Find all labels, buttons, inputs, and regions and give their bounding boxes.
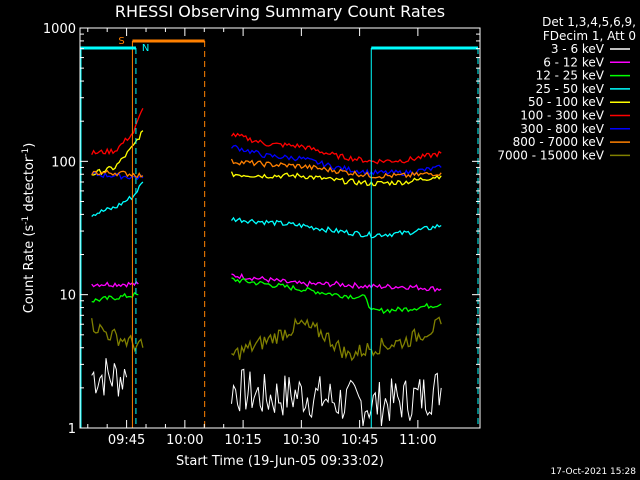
- series-line: [231, 144, 442, 177]
- legend-label: 3 - 6 keV: [551, 42, 605, 56]
- series-line: [231, 368, 442, 427]
- legend-label: 25 - 50 keV: [536, 82, 605, 96]
- legend-label: 6 - 12 keV: [543, 55, 605, 69]
- plot-frame: [79, 27, 481, 429]
- series-lines: [91, 108, 442, 427]
- y-axis-label-sup: -1: [21, 216, 31, 225]
- legend: Det 1,3,4,5,6,9, FDecim 1, Att 0 3 - 6 k…: [497, 15, 636, 162]
- series-line: [230, 158, 442, 179]
- x-tick-label: 11:00: [399, 433, 436, 448]
- series-line: [230, 216, 442, 239]
- legend-label: 100 - 300 keV: [520, 109, 604, 123]
- series-line: [230, 171, 442, 187]
- flag-markers: SN: [80, 36, 479, 428]
- x-tick-label: 10:00: [166, 433, 203, 448]
- series-line: [91, 181, 144, 217]
- series-line: [91, 108, 144, 156]
- x-tick-label: 09:45: [108, 433, 145, 448]
- legend-label: 12 - 25 keV: [536, 69, 605, 83]
- series-line: [231, 277, 442, 315]
- series-line: [230, 132, 442, 165]
- y-tick-label: 10: [59, 289, 76, 304]
- legend-header-line: FDecim 1, Att 0: [543, 29, 636, 43]
- y-axis-label: Count Rate (s-1 detector-1): [21, 143, 37, 314]
- series-line: [91, 280, 139, 288]
- y-tick-label: 100: [51, 155, 76, 170]
- x-tick-label: 10:45: [341, 433, 378, 448]
- axes: 09:45 10:00 10:15 10:30 10:45 11:00 1 10 100 1000: [43, 22, 480, 448]
- series-line: [231, 316, 442, 362]
- series-line: [91, 130, 144, 176]
- y-tick-label: 1: [68, 422, 76, 437]
- night-flag-label: N: [142, 43, 149, 54]
- y-axis-label-part: Count Rate (s: [22, 225, 37, 314]
- legend-label: 300 - 800 keV: [520, 122, 604, 136]
- legend-label: 7000 - 15000 keV: [497, 148, 604, 162]
- saa-flag-label: S: [118, 36, 124, 47]
- series-line: [91, 169, 144, 178]
- x-tick-label: 10:15: [224, 433, 261, 448]
- timestamp: 17-Oct-2021 15:28: [551, 467, 637, 477]
- legend-label: 800 - 7000 keV: [513, 135, 605, 149]
- x-tick-label: 10:30: [283, 433, 320, 448]
- y-axis-label-sup: -1: [21, 148, 31, 157]
- legend-header-line: Det 1,3,4,5,6,9,: [542, 15, 636, 29]
- y-tick-label: 1000: [43, 22, 76, 37]
- series-line: [231, 272, 442, 293]
- series-line: [91, 291, 139, 303]
- y-axis-label-part: detector: [22, 156, 37, 216]
- series-line: [91, 171, 144, 181]
- x-axis-label: Start Time (19-Jun-05 09:33:02): [176, 454, 384, 469]
- chart-title: RHESSI Observing Summary Count Rates: [115, 2, 445, 21]
- series-line: [91, 318, 144, 353]
- series-line: [91, 358, 128, 397]
- legend-label: 50 - 100 keV: [528, 95, 605, 109]
- y-axis-label-part: ): [22, 143, 37, 148]
